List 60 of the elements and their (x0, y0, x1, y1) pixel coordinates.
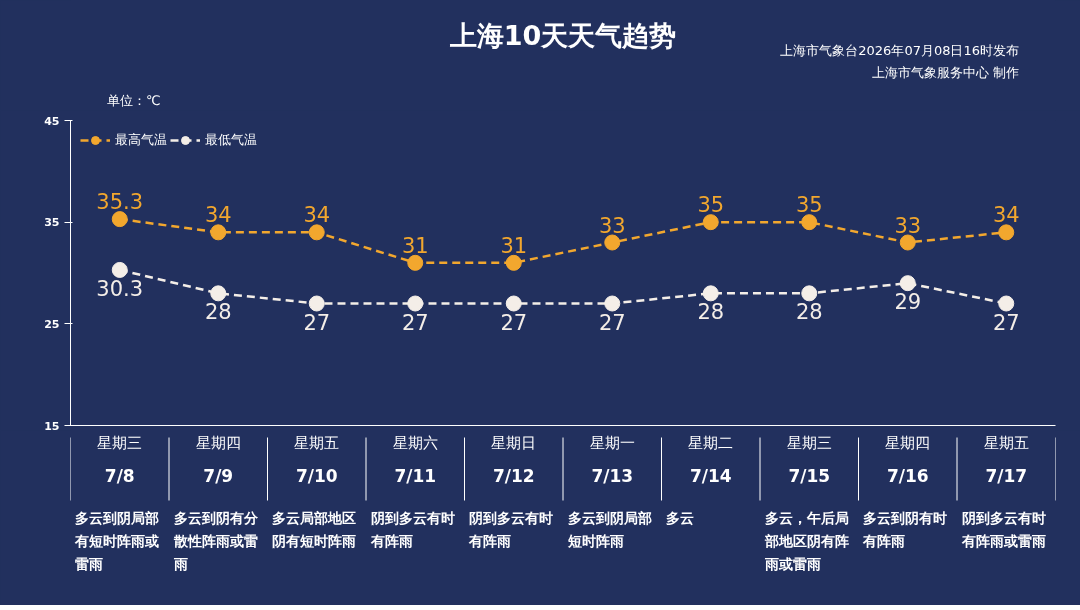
point (702, 285, 719, 302)
data-label: 29 (894, 290, 922, 315)
legend-label: 最高气温 (115, 131, 167, 149)
data-label: 33 (894, 213, 922, 238)
y-tick-label: 35 (44, 216, 60, 230)
category-label: 星期四 7/9 多云到阴有分散性阵雨或雷雨 (173, 433, 258, 572)
y-tick-label: 25 (44, 317, 60, 331)
data-label: 27 (500, 310, 528, 335)
category-label: 星期六 7/11 阴到多云有时有阵雨 (370, 433, 455, 549)
category-label: 星期二 7/14 多云 (666, 433, 734, 526)
data-label: 27 (992, 310, 1020, 335)
point (505, 295, 522, 312)
data-label: 28 (204, 300, 232, 325)
y-tick-label: 15 (44, 419, 60, 433)
category-label: 星期三 7/8 多云到阴局部有短时阵雨或雷雨 (75, 433, 160, 572)
category-label: 星期四 7/16 多云到阴有时有阵雨 (863, 433, 948, 549)
point (899, 234, 916, 251)
data-label: 31 (500, 233, 528, 258)
data-label: 31 (401, 233, 429, 258)
data-label: 35 (795, 193, 823, 218)
point (308, 224, 325, 241)
point (998, 224, 1015, 241)
point (111, 211, 128, 228)
point (210, 224, 227, 241)
y-tick-label: 45 (44, 114, 60, 128)
legend-label: 最低气温 (205, 131, 257, 149)
point (505, 254, 522, 271)
data-label: 27 (303, 310, 331, 335)
data-label: 27 (598, 310, 626, 335)
text: 上海市气象台2026年07月08日16时发布 (780, 43, 1020, 58)
point (801, 285, 818, 302)
point (407, 254, 424, 271)
data-label: 28 (795, 300, 823, 325)
data-label: 34 (992, 203, 1020, 228)
category-label: 星期五 7/10 多云局部地区阴有短时阵雨 (272, 433, 357, 549)
point (604, 234, 621, 251)
data-label: 34 (204, 203, 232, 228)
data-label: 33 (598, 213, 626, 238)
point (407, 295, 424, 312)
data-label: 27 (401, 310, 429, 335)
y-axis-title: 单位：℃ (106, 93, 161, 108)
point (998, 295, 1015, 312)
category-label: 星期三 7/15 多云，午后局部地区阴有阵雨或雷雨 (764, 433, 849, 572)
point (702, 214, 719, 231)
category-label: 星期日 7/12 阴到多云有时有阵雨 (469, 433, 554, 549)
point (210, 285, 227, 302)
point (308, 295, 325, 312)
chart-title: 上海10天天气趋势 (448, 20, 677, 51)
point (801, 214, 818, 231)
data-label: 28 (697, 300, 725, 325)
data-label: 35 (697, 193, 725, 218)
text: 上海市气象服务中心 制作 (871, 65, 1020, 80)
category-label: 星期一 7/13 多云到阴局部短时阵雨 (567, 433, 652, 549)
point (604, 295, 621, 312)
data-label: 35.3 (96, 190, 144, 215)
data-label: 30.3 (96, 276, 144, 301)
category-label: 星期五 7/17 阴到多云有时有阵雨或雷雨 (961, 433, 1046, 549)
point (899, 275, 916, 292)
data-label: 34 (303, 203, 331, 228)
point (111, 261, 128, 278)
